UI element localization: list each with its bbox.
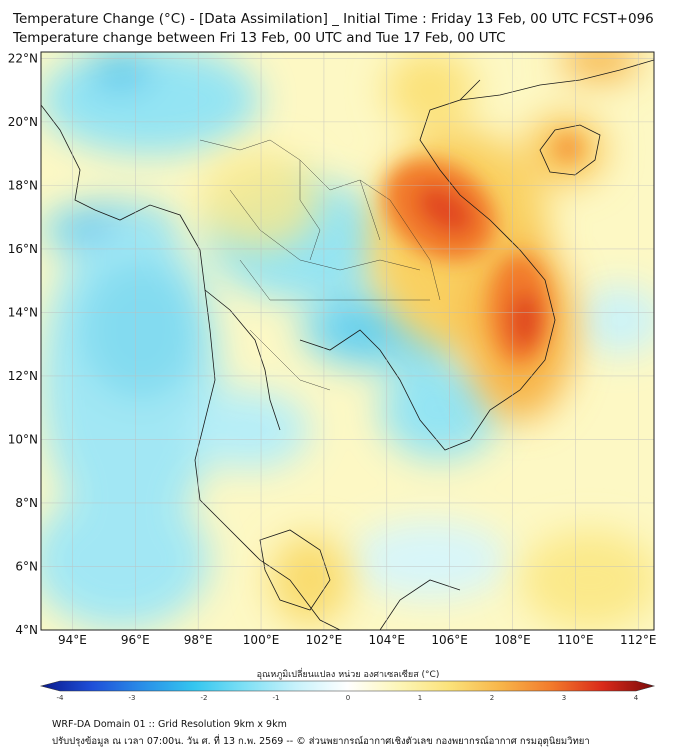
latitude-tick-label: 18°N xyxy=(8,178,38,192)
latitude-tick-label: 16°N xyxy=(8,242,38,256)
colorbar-tick-label: -2 xyxy=(201,694,208,702)
longitude-tick-label: 102°E xyxy=(306,633,343,647)
colorbar xyxy=(39,680,656,692)
latitude-tick-label: 12°N xyxy=(8,369,38,383)
latitude-tick-label: 22°N xyxy=(8,51,38,65)
longitude-tick-label: 96°E xyxy=(121,633,150,647)
latitude-tick-label: 20°N xyxy=(8,115,38,129)
longitude-tick-labels: 94°E 96°E 98°E 100°E 102°E 104°E 106°E 108°E 110… xyxy=(58,633,657,647)
latitude-tick-label: 14°N xyxy=(8,305,38,319)
latitude-tick-label: 10°N xyxy=(8,432,38,446)
map-subtitle: Temperature change between Fri 13 Feb, 0… xyxy=(13,30,506,46)
longitude-tick-label: 94°E xyxy=(58,633,87,647)
longitude-tick-label: 110°E xyxy=(557,633,594,647)
map-frame xyxy=(40,51,655,631)
longitude-tick-label: 104°E xyxy=(369,633,406,647)
model-info: WRF-DA Domain 01 :: Grid Resolution 9km … xyxy=(52,719,287,730)
map-title: Temperature Change (°C) - [Data Assimila… xyxy=(13,11,654,27)
latitude-tick-label: 8°N xyxy=(15,496,38,510)
colorbar-tick-label: -4 xyxy=(57,694,65,702)
update-credit: ปรับปรุงข้อมูล ณ เวลา 07:00น. วัน ศ. ที่… xyxy=(52,736,590,747)
latitude-tick-labels: 22°N 20°N 18°N 16°N 14°N 12°N 10°N 8°N 6°N 4°N xyxy=(8,51,38,637)
longitude-tick-label: 106°E xyxy=(431,633,468,647)
colorbar-tick-label: 3 xyxy=(562,694,566,702)
longitude-tick-label: 112°E xyxy=(620,633,657,647)
colorbar-tick-label: -1 xyxy=(273,694,280,702)
latitude-tick-label: 6°N xyxy=(15,559,38,573)
colorbar-tick-labels: -4 -3 -2 -1 0 1 2 3 4 xyxy=(57,694,639,702)
temperature-change-map: 22°N 20°N 18°N 16°N 14°N 12°N 10°N 8°N 6°N 4°N 94… xyxy=(8,51,657,702)
colorbar-tick-label: 4 xyxy=(634,694,639,702)
colorbar-tick-label: -3 xyxy=(129,694,136,702)
colorbar-tick-label: 2 xyxy=(490,694,494,702)
colorbar-tick-label: 0 xyxy=(346,694,350,702)
longitude-tick-label: 98°E xyxy=(184,633,213,647)
temperature-field xyxy=(41,52,654,630)
longitude-tick-label: 100°E xyxy=(243,633,280,647)
latitude-tick-label: 4°N xyxy=(15,623,38,637)
colorbar-tick-label: 1 xyxy=(418,694,422,702)
longitude-tick-label: 108°E xyxy=(494,633,531,647)
colorbar-label: อุณหภูมิเปลี่ยนแปลง หน่วย องศาเซลเซียส (… xyxy=(257,667,440,680)
